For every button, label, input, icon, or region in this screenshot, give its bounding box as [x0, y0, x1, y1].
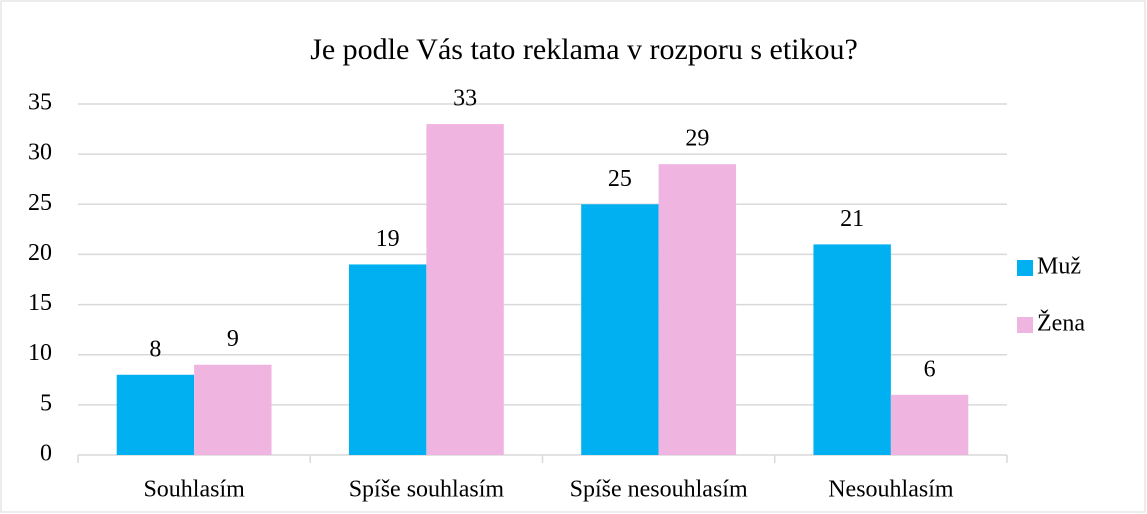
data-label: 29 [685, 126, 709, 152]
bar [116, 374, 195, 455]
y-tick-label: 30 [28, 140, 52, 166]
data-label: 6 [924, 356, 936, 382]
legend-label: Muž [1037, 254, 1081, 280]
data-label: 8 [149, 336, 161, 362]
bar [348, 264, 427, 455]
bar [581, 204, 659, 455]
bar [813, 244, 891, 455]
data-label: 33 [453, 86, 477, 112]
legend-swatch [1017, 317, 1033, 333]
legend-label: Žena [1037, 311, 1085, 337]
data-label: 21 [840, 206, 864, 232]
data-label: 9 [227, 326, 239, 352]
bar [426, 124, 504, 456]
data-label: 19 [376, 226, 400, 252]
y-tick-label: 0 [40, 441, 52, 467]
x-tick-label: Spíše souhlasím [349, 477, 505, 503]
x-tick-label: Nesouhlasím [828, 477, 954, 503]
data-label: 25 [608, 166, 632, 192]
y-tick-label: 25 [28, 190, 52, 216]
y-tick-label: 5 [40, 390, 52, 416]
y-tick-label: 10 [28, 340, 52, 366]
legend-swatch [1017, 260, 1033, 276]
y-tick-label: 15 [28, 290, 52, 316]
chart-title: Je podle Vás tato reklama v rozporu s et… [310, 33, 858, 66]
x-tick-label: Souhlasím [143, 477, 245, 503]
y-tick-label: 35 [28, 90, 52, 116]
bar [658, 164, 737, 455]
bar [890, 394, 969, 455]
x-tick-label: Spíše nesouhlasím [570, 477, 748, 503]
bar [194, 364, 272, 455]
y-tick-label: 20 [28, 240, 52, 266]
